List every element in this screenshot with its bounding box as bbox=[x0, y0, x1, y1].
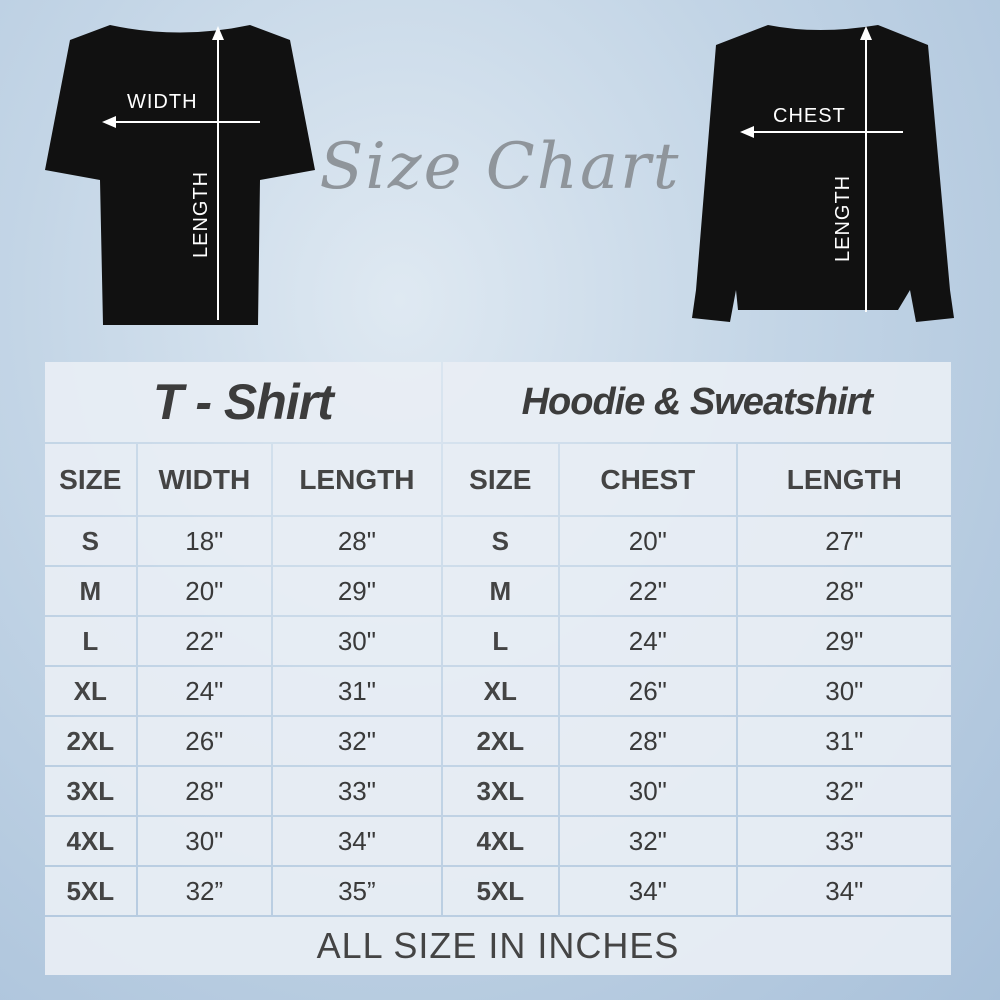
table-row: 5XL 32” 35” 5XL 34" 34" bbox=[45, 867, 951, 915]
size-cell: M bbox=[45, 567, 136, 615]
width-arrowhead bbox=[102, 116, 116, 128]
column-header: WIDTH bbox=[137, 444, 272, 515]
units-note: ALL SIZE IN INCHES bbox=[45, 917, 951, 975]
table-footer-row: ALL SIZE IN INCHES bbox=[45, 917, 951, 975]
measurement-cell: 34" bbox=[273, 817, 441, 865]
measurement-cell: 32" bbox=[737, 767, 951, 815]
size-cell: 4XL bbox=[442, 817, 558, 865]
table-title-row: T - Shirt Hoodie & Sweatshirt bbox=[45, 362, 951, 442]
measurement-cell: 33" bbox=[273, 767, 441, 815]
size-chart-title: Size Chart bbox=[319, 130, 681, 204]
table-row: 4XL 30" 34" 4XL 32" 33" bbox=[45, 817, 951, 865]
measurement-cell: 20" bbox=[137, 567, 272, 615]
table-row: L 22" 30" L 24" 29" bbox=[45, 617, 951, 665]
table-row: 3XL 28" 33" 3XL 30" 32" bbox=[45, 767, 951, 815]
size-cell: 3XL bbox=[45, 767, 136, 815]
column-header: CHEST bbox=[559, 444, 736, 515]
measurement-cell: 34" bbox=[737, 867, 951, 915]
table-row: 2XL 26" 32" 2XL 28" 31" bbox=[45, 717, 951, 765]
measurement-cell: 26" bbox=[559, 667, 736, 715]
tshirt-diagram bbox=[45, 25, 315, 325]
tshirt-title: T - Shirt bbox=[45, 362, 441, 442]
column-header: SIZE bbox=[442, 444, 558, 515]
measurement-cell: 24" bbox=[559, 617, 736, 665]
size-cell: XL bbox=[442, 667, 558, 715]
measurement-cell: 28" bbox=[559, 717, 736, 765]
measurement-cell: 32" bbox=[273, 717, 441, 765]
column-header: SIZE bbox=[45, 444, 136, 515]
measurement-cell: 18" bbox=[137, 517, 272, 565]
measurement-cell: 22" bbox=[559, 567, 736, 615]
measurement-cell: 30" bbox=[137, 817, 272, 865]
measurement-cell: 20" bbox=[559, 517, 736, 565]
sweatshirt-shape bbox=[692, 25, 954, 322]
tshirt-shape bbox=[45, 25, 315, 325]
column-header: LENGTH bbox=[273, 444, 441, 515]
column-header: LENGTH bbox=[737, 444, 951, 515]
measurement-cell: 30" bbox=[273, 617, 441, 665]
size-cell: 2XL bbox=[45, 717, 136, 765]
tshirt-length-label: LENGTH bbox=[190, 170, 212, 258]
measurement-cell: 26" bbox=[137, 717, 272, 765]
table-row: S 18" 28" S 20" 27" bbox=[45, 517, 951, 565]
measurement-cell: 24" bbox=[137, 667, 272, 715]
measurement-cell: 27" bbox=[737, 517, 951, 565]
size-cell: S bbox=[45, 517, 136, 565]
chest-label: CHEST bbox=[773, 105, 846, 127]
size-cell: L bbox=[45, 617, 136, 665]
measurement-cell: 35” bbox=[273, 867, 441, 915]
measurement-cell: 22" bbox=[137, 617, 272, 665]
measurement-cell: 32" bbox=[559, 817, 736, 865]
hoodie-title: Hoodie & Sweatshirt bbox=[442, 362, 951, 442]
measurement-cell: 28" bbox=[737, 567, 951, 615]
size-cell: XL bbox=[45, 667, 136, 715]
width-label: WIDTH bbox=[127, 91, 198, 113]
measurement-cell: 33" bbox=[737, 817, 951, 865]
size-cell: 5XL bbox=[442, 867, 558, 915]
measurement-cell: 32” bbox=[137, 867, 272, 915]
size-cell: S bbox=[442, 517, 558, 565]
measurement-cell: 29" bbox=[737, 617, 951, 665]
measurement-cell: 31" bbox=[737, 717, 951, 765]
size-cell: L bbox=[442, 617, 558, 665]
size-cell: 3XL bbox=[442, 767, 558, 815]
length-arrowhead bbox=[212, 26, 224, 40]
table-header-row: SIZE WIDTH LENGTH SIZE CHEST LENGTH bbox=[45, 444, 951, 515]
size-cell: M bbox=[442, 567, 558, 615]
size-table: T - Shirt Hoodie & Sweatshirt SIZE WIDTH L… bbox=[43, 360, 953, 977]
size-cell: 4XL bbox=[45, 817, 136, 865]
size-cell: 5XL bbox=[45, 867, 136, 915]
measurement-cell: 34" bbox=[559, 867, 736, 915]
length-arrowhead bbox=[860, 26, 872, 40]
measurement-cell: 31" bbox=[273, 667, 441, 715]
measurement-cell: 28" bbox=[273, 517, 441, 565]
chest-arrowhead bbox=[740, 126, 754, 138]
size-cell: 2XL bbox=[442, 717, 558, 765]
sweatshirt-diagram bbox=[692, 25, 954, 322]
measurement-cell: 29" bbox=[273, 567, 441, 615]
measurement-cell: 30" bbox=[559, 767, 736, 815]
sweatshirt-length-label: LENGTH bbox=[832, 174, 854, 262]
table-row: M 20" 29" M 22" 28" bbox=[45, 567, 951, 615]
table-row: XL 24" 31" XL 26" 30" bbox=[45, 667, 951, 715]
measurement-cell: 30" bbox=[737, 667, 951, 715]
measurement-cell: 28" bbox=[137, 767, 272, 815]
